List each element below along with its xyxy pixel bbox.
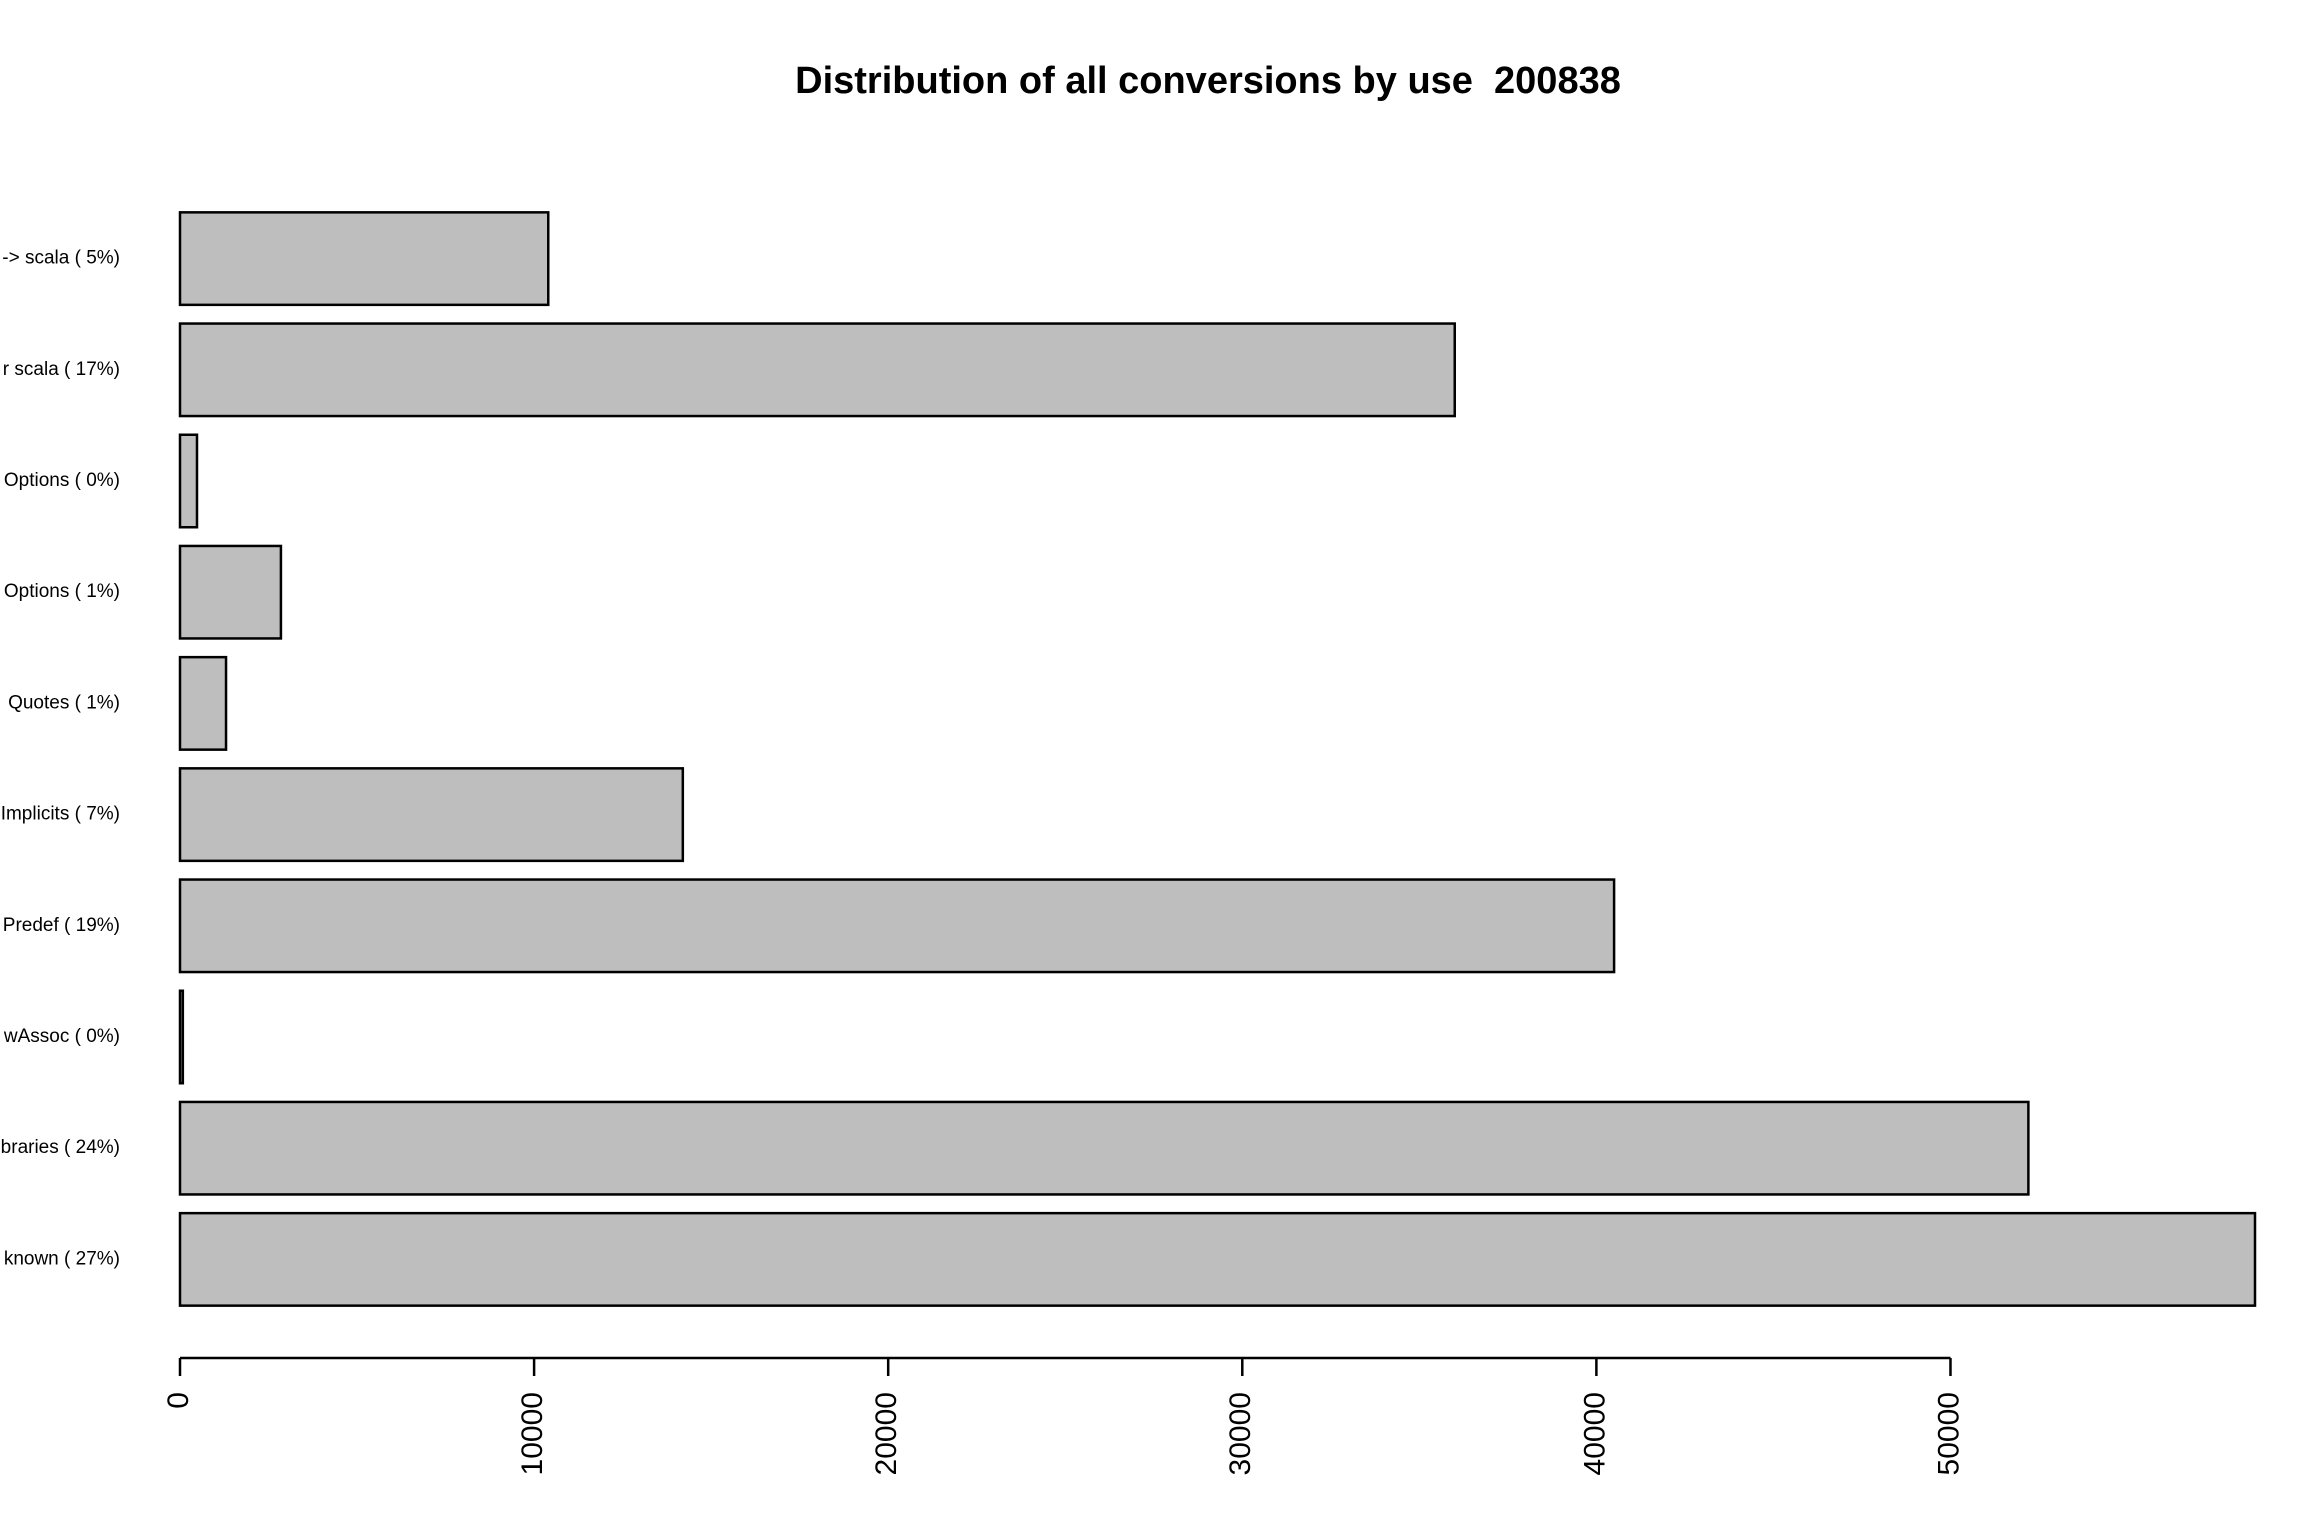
category-label-7: Options ( 0%)	[4, 470, 120, 491]
category-label-5: Quotes ( 1%)	[8, 692, 120, 713]
bar-1	[178, 1100, 2030, 1196]
x-tick-label-4: 40000	[1578, 1392, 1611, 1475]
x-tick-label-5: 50000	[1932, 1392, 1965, 1475]
category-label-2: wAssoc ( 0%)	[3, 1026, 120, 1047]
bar-8	[178, 322, 1456, 418]
chart-title: Distribution of all conversions by use 2…	[795, 60, 1621, 102]
bar-2	[178, 989, 185, 1085]
bar-5	[178, 655, 228, 751]
category-label-8: r scala ( 17%)	[3, 359, 120, 380]
x-tick-label-0: 0	[162, 1392, 195, 1409]
category-label-6: Options ( 1%)	[4, 581, 120, 602]
category-label-0: known ( 27%)	[4, 1248, 120, 1269]
x-tick-label-2: 20000	[870, 1392, 903, 1475]
bars	[178, 211, 2257, 1307]
bar-9	[178, 211, 550, 307]
x-tick-label-3: 30000	[1224, 1392, 1257, 1475]
bar-4	[178, 767, 685, 863]
bar-0	[178, 1211, 2257, 1307]
bar-3	[178, 878, 1616, 974]
x-axis: 0 10000 20000 30000 40000 50000	[162, 1356, 1965, 1475]
bar-7	[178, 433, 199, 529]
x-tick-label-1: 10000	[516, 1392, 549, 1475]
category-label-3: Predef ( 19%)	[3, 915, 120, 936]
bar-6	[178, 544, 283, 640]
category-label-1: braries ( 24%)	[1, 1137, 120, 1158]
category-label-4: Implicits ( 7%)	[1, 804, 120, 825]
category-labels: known ( 27%) braries ( 24%) wAssoc ( 0%) Pr…	[1, 248, 120, 1270]
category-label-9: -> scala ( 5%)	[2, 248, 120, 269]
